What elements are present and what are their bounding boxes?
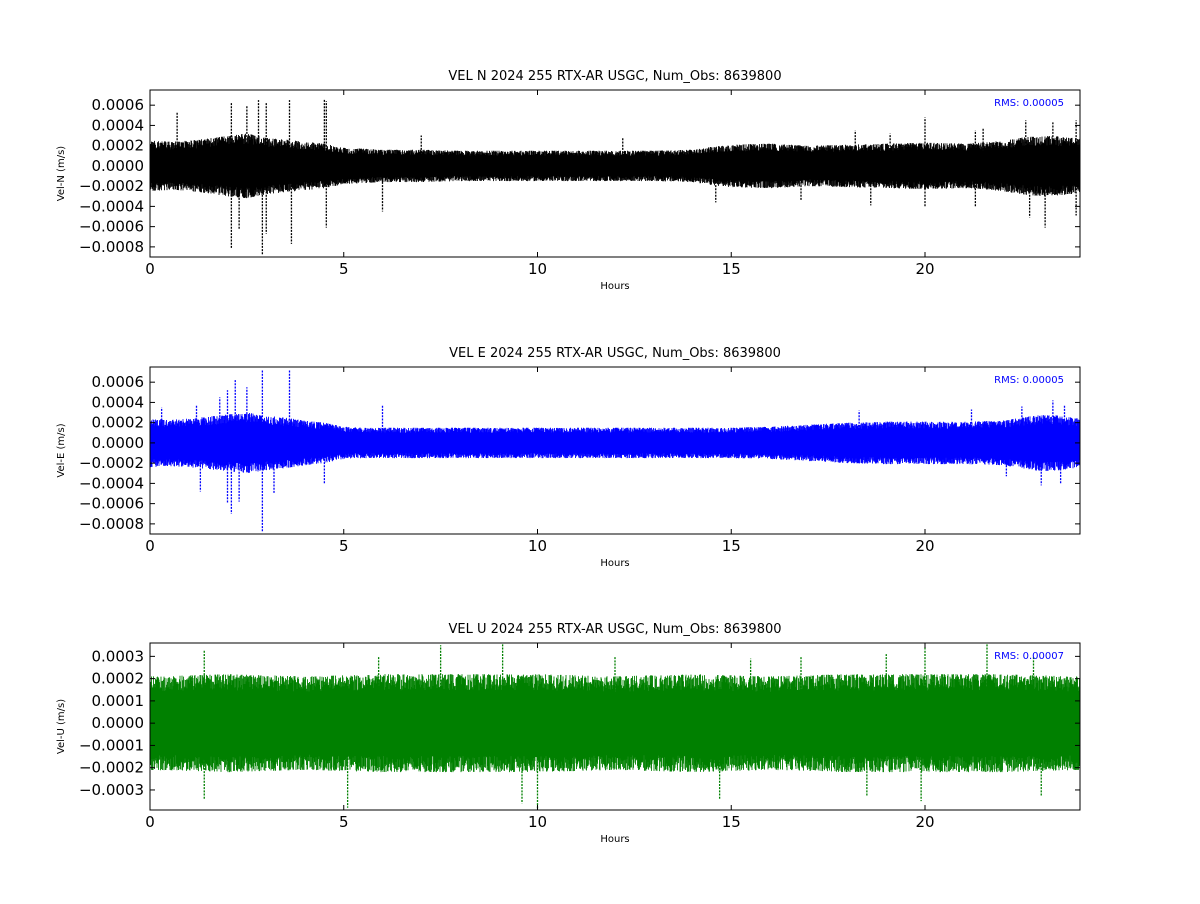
y-tick-label: 0.0000 xyxy=(92,157,145,175)
x-tick-label: 20 xyxy=(915,260,934,278)
y-tick-label: −0.0001 xyxy=(79,736,144,754)
chart-panel-2: 0 5 10 15 20 −0.0003 −0.0002 −0.0001 0.0000 0.000… xyxy=(56,622,1081,845)
y-tick-label: −0.0004 xyxy=(79,197,144,215)
y-tick-label: −0.0003 xyxy=(79,781,144,799)
y-tick-label: 0.0002 xyxy=(92,137,145,155)
rms-annotation: RMS: 0.00005 xyxy=(994,98,1064,109)
rms-annotation: RMS: 0.00005 xyxy=(994,375,1064,386)
y-axis-label: Vel-N (m/s) xyxy=(56,146,67,201)
y-tick-label: −0.0008 xyxy=(79,238,144,256)
chart-title: VEL U 2024 255 RTX-AR USGC, Num_Obs: 863… xyxy=(448,622,781,637)
y-tick-label: 0.0006 xyxy=(92,96,145,114)
y-tick-label: −0.0004 xyxy=(79,474,144,492)
plot-frame xyxy=(149,642,1081,811)
y-tick-label: 0.0002 xyxy=(92,414,145,432)
x-axis-label: Hours xyxy=(600,281,629,292)
chart-panel-0: 0 5 10 15 20 −0.0008 −0.0006 −0.0004 −0.0002 0.00… xyxy=(56,69,1081,292)
plot-frame xyxy=(149,89,1081,258)
x-tick-label: 0 xyxy=(145,813,155,831)
x-tick-label: 20 xyxy=(915,813,934,831)
chart-panel-1: 0 5 10 15 20 −0.0008 −0.0006 −0.0004 −0.0002 0.00… xyxy=(56,346,1081,569)
x-tick-label: 15 xyxy=(722,537,741,555)
x-tick-label: 5 xyxy=(339,813,349,831)
rms-annotation: RMS: 0.00007 xyxy=(994,651,1064,662)
y-tick-label: 0.0000 xyxy=(92,434,145,452)
data-cloud xyxy=(150,413,1080,473)
x-axis-label: Hours xyxy=(600,834,629,845)
x-tick-label: 20 xyxy=(915,537,934,555)
y-tick-label: −0.0006 xyxy=(79,218,144,236)
data-cloud xyxy=(150,674,1080,773)
x-tick-label: 0 xyxy=(145,537,155,555)
y-tick-label: 0.0001 xyxy=(92,692,145,710)
plot-frame xyxy=(149,366,1081,535)
x-tick-label: 5 xyxy=(339,260,349,278)
x-tick-label: 10 xyxy=(528,813,547,831)
y-tick-label: 0.0006 xyxy=(92,373,145,391)
data-series-1 xyxy=(150,370,1080,532)
y-tick-label: 0.0000 xyxy=(92,714,145,732)
x-tick-label: 10 xyxy=(528,260,547,278)
x-axis-label: Hours xyxy=(600,558,629,569)
data-series-0 xyxy=(150,99,1080,255)
x-tick-label: 0 xyxy=(145,260,155,278)
y-tick-label: 0.0002 xyxy=(92,670,145,688)
chart-title: VEL N 2024 255 RTX-AR USGC, Num_Obs: 863… xyxy=(448,69,781,84)
y-tick-label: −0.0002 xyxy=(79,759,144,777)
x-tick-label: 10 xyxy=(528,537,547,555)
y-tick-label: −0.0002 xyxy=(79,454,144,472)
x-tick-label: 15 xyxy=(722,813,741,831)
y-tick-label: 0.0004 xyxy=(92,393,145,411)
y-tick-label: −0.0002 xyxy=(79,177,144,195)
x-tick-label: 15 xyxy=(722,260,741,278)
data-series-2 xyxy=(150,643,1080,810)
y-axis-label: Vel-E (m/s) xyxy=(56,423,67,477)
data-cloud xyxy=(150,133,1080,199)
x-tick-label: 5 xyxy=(339,537,349,555)
y-tick-label: −0.0008 xyxy=(79,515,144,533)
y-tick-label: 0.0003 xyxy=(92,647,145,665)
y-tick-label: 0.0004 xyxy=(92,116,145,134)
y-tick-label: −0.0006 xyxy=(79,495,144,513)
y-axis-label: Vel-U (m/s) xyxy=(56,699,67,754)
chart-title: VEL E 2024 255 RTX-AR USGC, Num_Obs: 863… xyxy=(449,346,781,361)
